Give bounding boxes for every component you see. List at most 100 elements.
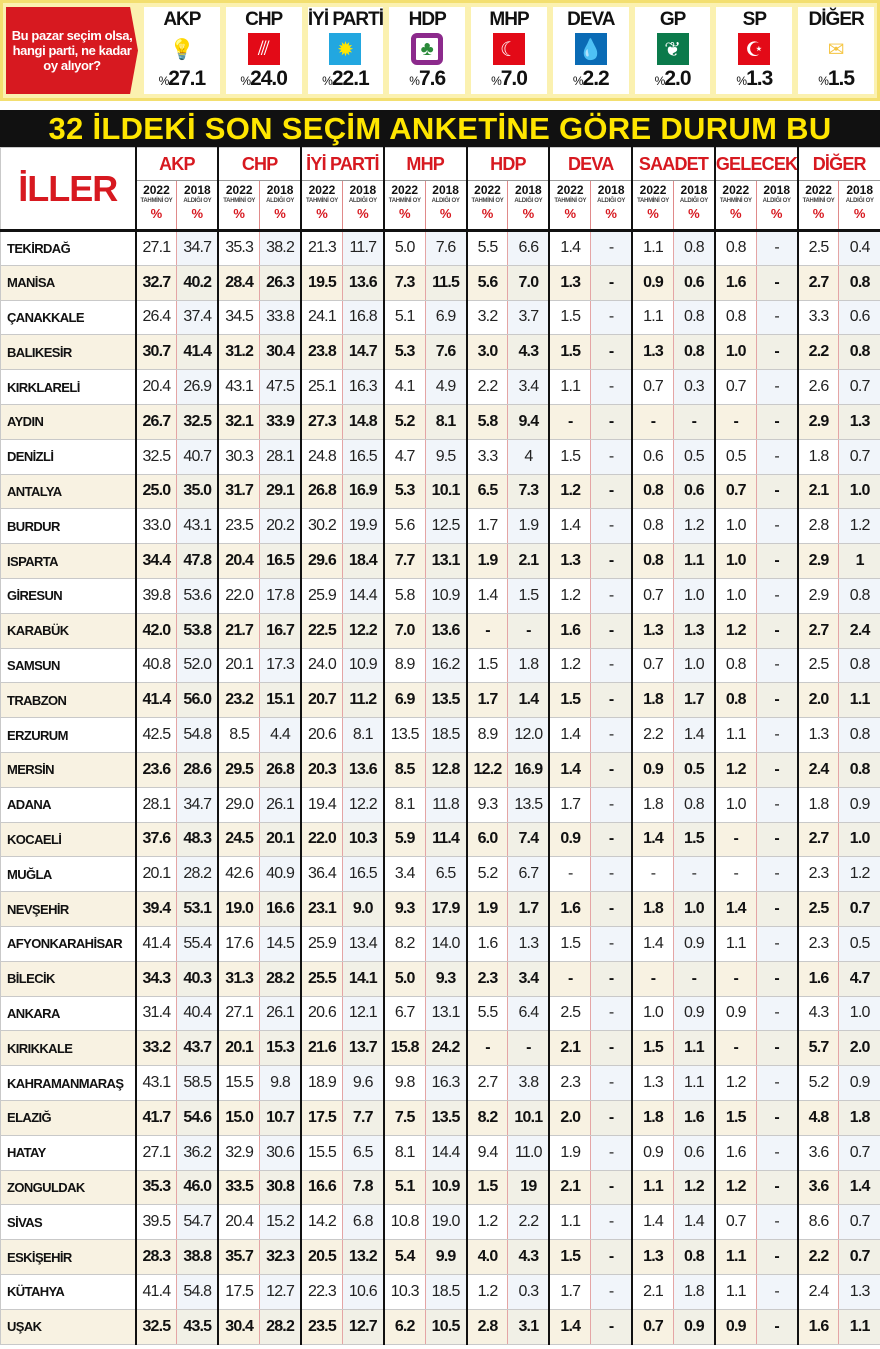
table-row: SAMSUN 40.8 52.0 20.1 17.3 24.0 10.9 8.9 16.2 1.5…	[0, 647, 880, 684]
cell-hdp-2018: 3.7	[507, 299, 550, 336]
cell-saadet-2018: 1.7	[672, 682, 716, 719]
cell-i-yi-parti--2022: 23.1	[300, 891, 343, 927]
cell-chp-2018: 16.6	[259, 891, 302, 927]
cell-chp-2018: 38.2	[259, 230, 302, 266]
cell-akp-2018: 54.8	[176, 717, 219, 753]
cell-hdp-2022: 6.5	[465, 473, 509, 510]
cell-akp-2022: 41.4	[134, 925, 178, 962]
cell-akp-2022: 28.1	[134, 786, 178, 823]
cell-saadet-2022: 1.1	[631, 230, 674, 266]
city-name: GİRESUN	[0, 577, 136, 614]
party-card: HDP ♣ %7.6	[389, 7, 466, 94]
cell-akp-2022: 34.4	[134, 543, 178, 579]
city-name: TEKİRDAĞ	[0, 230, 136, 266]
cell-deva-2022: 2.1	[548, 1169, 592, 1206]
cell-saadet-2022: 1.8	[631, 682, 674, 719]
cell-i-yi-parti--2022: 22.3	[300, 1273, 343, 1310]
cell-saadet-2018: 1.1	[672, 1065, 716, 1101]
cell-mhp-2018: 9.3	[424, 960, 468, 997]
cell-mhp-2018: 13.5	[424, 682, 468, 719]
cell-gelecek-2018: -	[755, 438, 799, 475]
cell-gelecek-2022: 0.9	[713, 995, 757, 1032]
cell-chp-2018: 26.3	[259, 264, 302, 301]
cell-gelecek-2022: 1.2	[713, 751, 757, 788]
cell-gelecek-2018: -	[755, 1030, 799, 1067]
subcolumn-label: TAHMİNİ OY	[223, 198, 256, 204]
cell-gelecek-2022: 1.0	[713, 543, 757, 579]
subcolumn-unit: %	[647, 206, 659, 221]
cell-i-yi-parti--2022: 23.5	[300, 1308, 343, 1345]
cell-deva-2022: 2.1	[548, 1030, 592, 1067]
cell-hdp-2018: 3.4	[507, 369, 550, 405]
subcolumn-header: 2018 ALDIĞI OY%	[341, 180, 385, 232]
cell-i-yi-parti--2018: 18.4	[341, 543, 385, 579]
cell-mhp-2022: 5.4	[382, 1239, 426, 1275]
cell-i-yi-parti--2018: 7.7	[341, 1099, 385, 1136]
cell-saadet-2018: 0.6	[672, 473, 716, 510]
cell-saadet-2018: 0.3	[672, 369, 716, 405]
cell-gelecek-2018: -	[755, 960, 799, 997]
cell-i-yi-parti--2022: 20.3	[300, 751, 343, 788]
ballot-box-icon: ✉	[827, 38, 845, 61]
cell-saadet-2022: 1.1	[631, 1169, 674, 1206]
cell-i-yi-parti--2018: 13.6	[341, 751, 385, 788]
cell-akp-2018: 56.0	[176, 682, 219, 719]
cell-deva-2022: 1.5	[548, 334, 592, 371]
cell-mhp-2018: 18.5	[424, 1273, 468, 1310]
cell-mhp-2018: 7.6	[424, 334, 468, 371]
leaf-icon: ❦	[656, 33, 689, 65]
city-name: ANTALYA	[0, 473, 136, 510]
party-column-header: MHP	[382, 147, 468, 181]
cell-i-yi-parti--2022: 30.2	[300, 508, 343, 545]
cell-di-er-2022: 2.1	[796, 473, 840, 510]
cell-chp-2018: 16.7	[259, 612, 302, 649]
cell-deva-2022: 1.6	[548, 612, 592, 649]
cell-chp-2022: 32.1	[217, 403, 261, 440]
city-name: ISPARTA	[0, 543, 136, 579]
cell-hdp-2022: 1.2	[465, 1273, 509, 1310]
cell-i-yi-parti--2018: 9.6	[341, 1065, 385, 1101]
cell-saadet-2018: 1.5	[672, 821, 716, 858]
cell-di-er-2018: 1.4	[838, 1169, 880, 1206]
cell-mhp-2022: 8.5	[382, 751, 426, 788]
cell-akp-2022: 23.6	[134, 751, 178, 788]
party-column-header: SAADET	[631, 147, 716, 181]
cell-deva-2022: 1.4	[548, 508, 592, 545]
cell-hdp-2018: 6.6	[507, 230, 550, 266]
cell-chp-2022: 15.5	[217, 1065, 261, 1101]
subcolumn-header: 2018 ALDIĞI OY%	[176, 180, 219, 232]
cell-mhp-2022: 5.8	[382, 577, 426, 614]
cell-saadet-2022: 1.8	[631, 891, 674, 927]
subcolumn-year: 2022	[805, 183, 832, 197]
cell-deva-2018: -	[590, 543, 633, 579]
cell-i-yi-parti--2018: 10.9	[341, 647, 385, 684]
cell-i-yi-parti--2022: 16.6	[300, 1169, 343, 1206]
city-name: KAHRAMANMARAŞ	[0, 1065, 136, 1101]
cell-hdp-2018: 7.3	[507, 473, 550, 510]
party-value: 1.5	[827, 67, 855, 90]
table-row: ESKİŞEHİR 28.3 38.8 35.7 32.3 20.5 13.2 5.4 9.9 4…	[0, 1239, 880, 1275]
party-card: CHP ⫻ %24.0	[225, 7, 302, 94]
cell-i-yi-parti--2018: 14.8	[341, 403, 385, 440]
cell-chp-2018: 20.1	[259, 821, 302, 858]
cell-chp-2022: 34.5	[217, 299, 261, 336]
cell-hdp-2018: 1.3	[507, 925, 550, 962]
cell-deva-2022: 2.5	[548, 995, 592, 1032]
cell-gelecek-2022: 0.7	[713, 369, 757, 405]
cell-hdp-2022: 1.9	[465, 543, 509, 579]
cell-mhp-2018: 11.5	[424, 264, 468, 301]
party-column-header: AKP	[134, 147, 219, 181]
cell-di-er-2018: 1.2	[838, 508, 880, 545]
cell-hdp-2022: 2.7	[465, 1065, 509, 1101]
percent-sign: %	[736, 74, 747, 88]
party-name: MHP	[489, 9, 529, 30]
cell-saadet-2022: 0.7	[631, 369, 674, 405]
cell-mhp-2022: 6.9	[382, 682, 426, 719]
subcolumn-label: ALDIĞI OY	[266, 198, 295, 204]
table-row: KIRKLARELİ 20.4 26.9 43.1 47.5 25.1 16.3 4.1 4.9…	[0, 369, 880, 405]
cell-hdp-2022: 9.4	[465, 1134, 509, 1171]
party-name: SP	[742, 9, 767, 30]
cell-akp-2018: 53.8	[176, 612, 219, 649]
subcolumn-label: ALDIĞI OY	[183, 198, 212, 204]
cell-chp-2018: 15.3	[259, 1030, 302, 1067]
